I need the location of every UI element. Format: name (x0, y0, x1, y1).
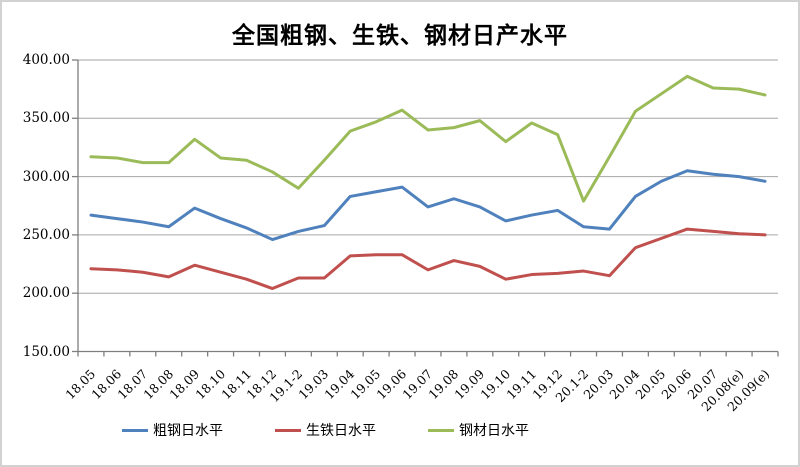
y-axis-label: 200.00 (22, 285, 70, 302)
y-axis-label: 350.00 (22, 110, 70, 127)
y-axis-label: 400.00 (22, 52, 70, 68)
legend-item: 生铁日水平 (275, 420, 376, 440)
legend-item: 粗钢日水平 (122, 420, 223, 440)
chart-title: 全国粗钢、生铁、钢材日产水平 (232, 23, 568, 49)
series-line-1 (89, 227, 767, 291)
legend-label: 生铁日水平 (306, 423, 376, 439)
y-axis-label: 300.00 (22, 168, 70, 185)
legend-label: 钢材日水平 (459, 423, 529, 439)
legend-line-swatch (275, 428, 301, 432)
legend: 粗钢日水平 生铁日水平 钢材日水平 (122, 420, 529, 440)
series-line-2 (89, 74, 767, 203)
y-axis-label: 250.00 (22, 226, 70, 243)
legend-line-swatch (428, 428, 454, 432)
legend-item: 钢材日水平 (428, 420, 529, 440)
series-line-0 (89, 169, 767, 242)
y-axis-label: 150.00 (22, 343, 70, 360)
legend-line-swatch (122, 428, 148, 432)
legend-label: 粗钢日水平 (153, 423, 223, 439)
